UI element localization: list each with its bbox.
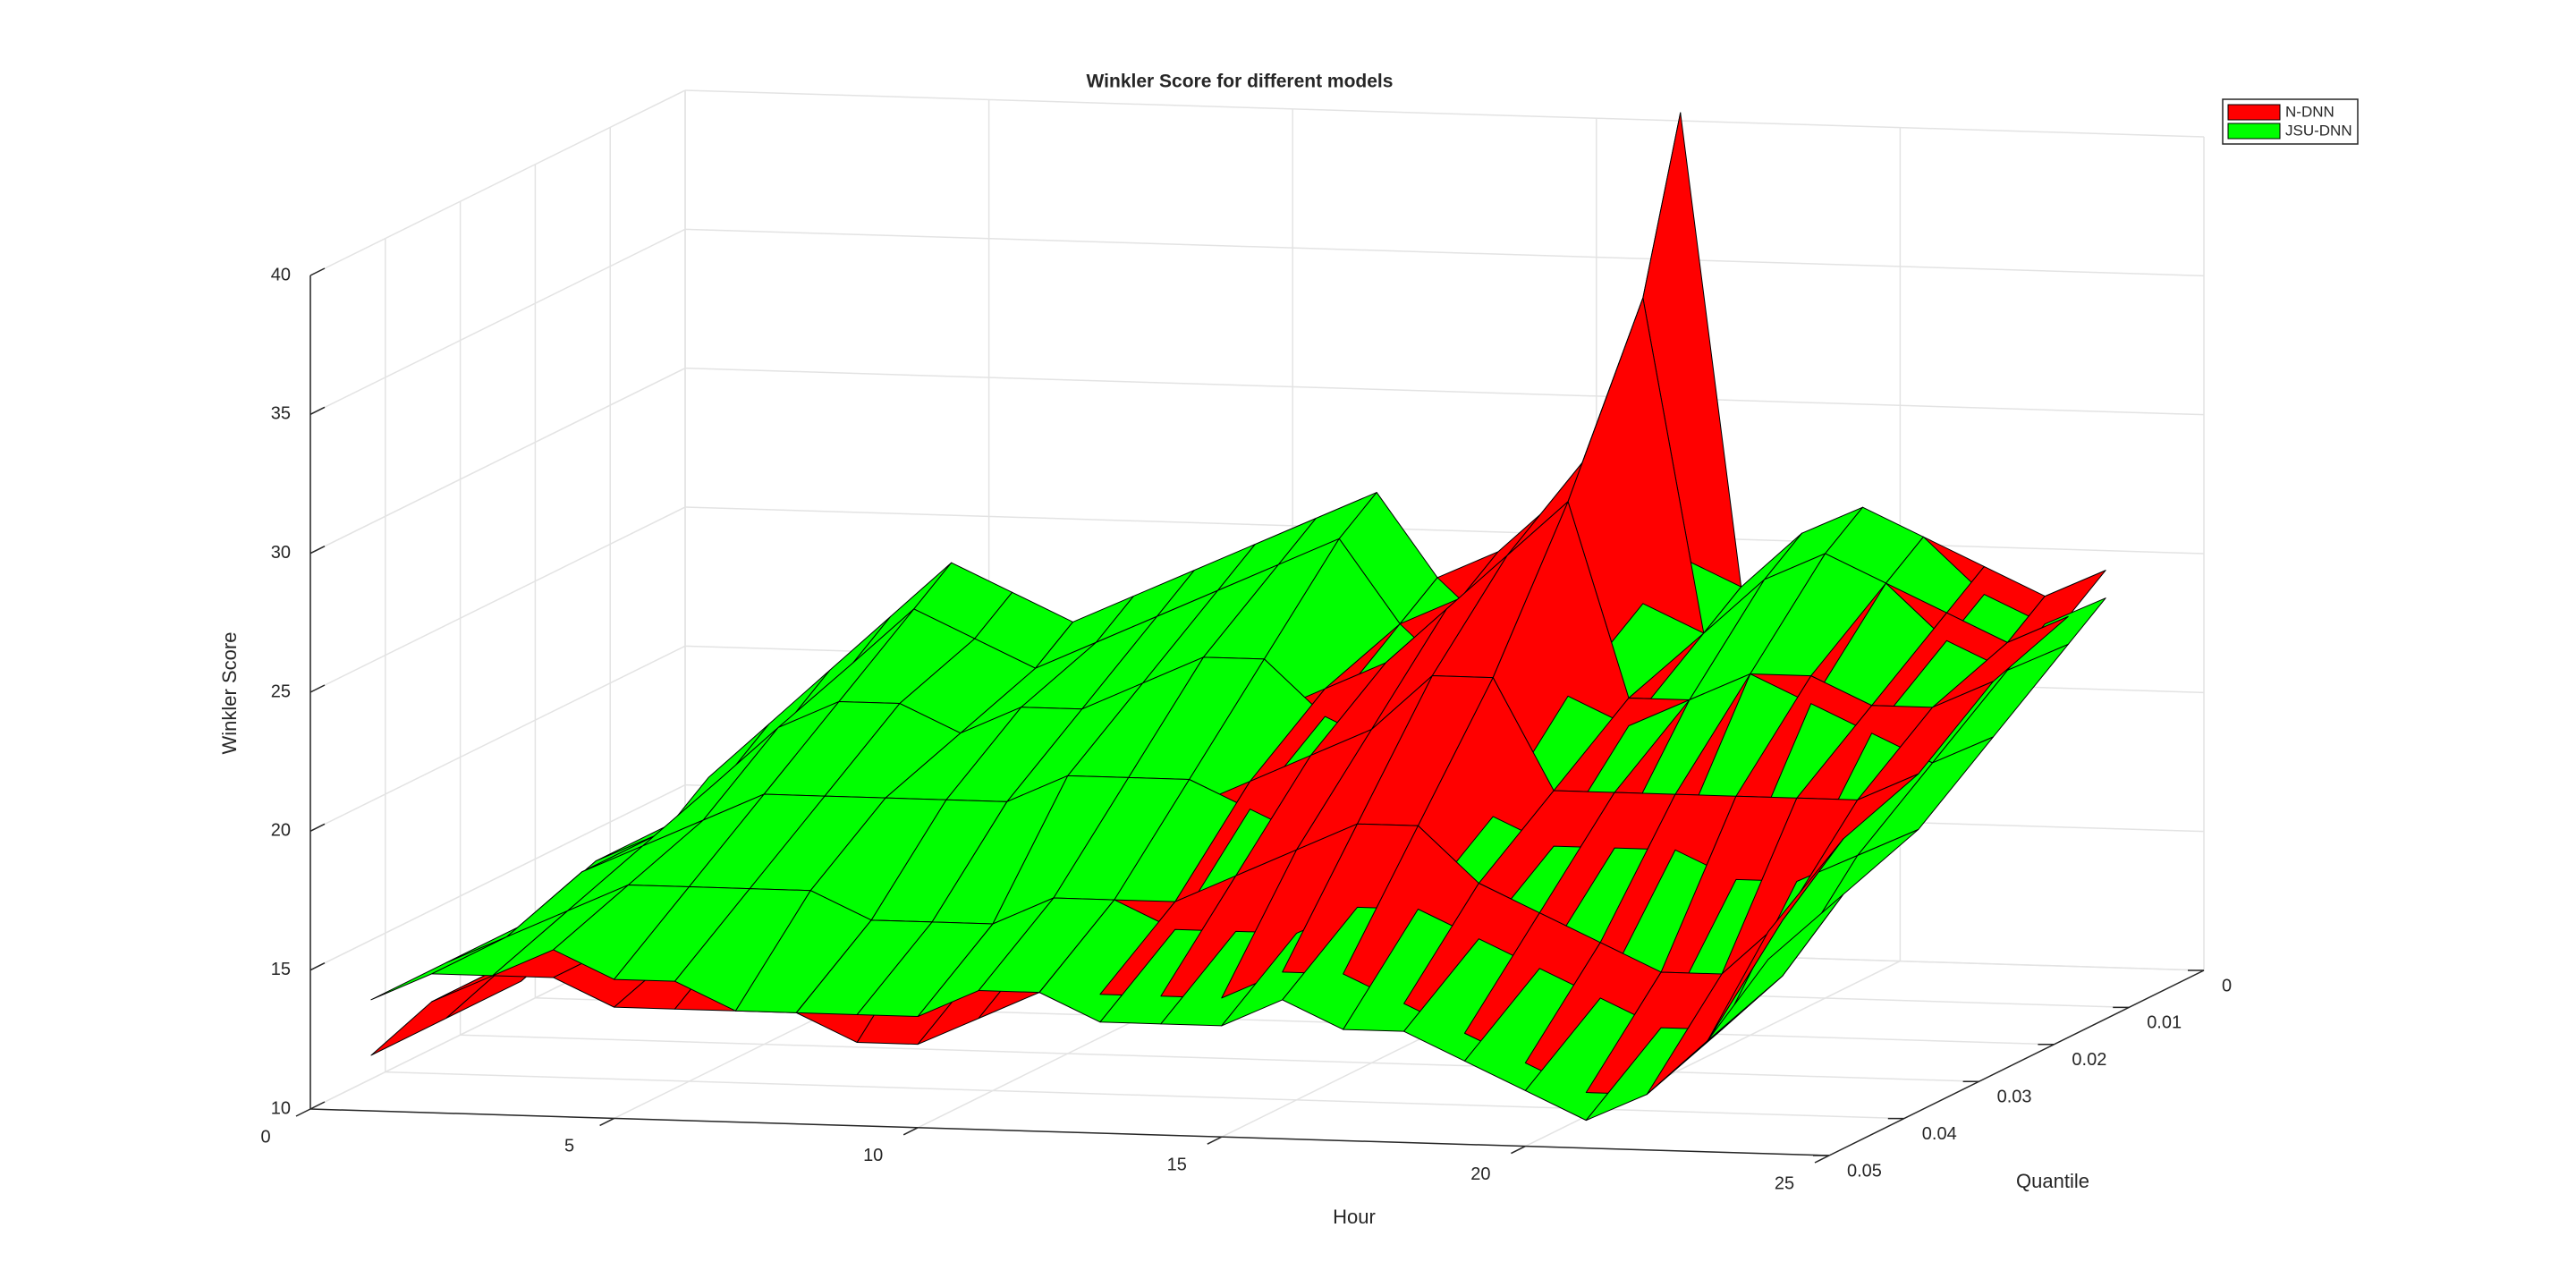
z-tick-label: 20 (271, 821, 291, 841)
grid-line (309, 367, 686, 555)
z-tick-label: 15 (271, 960, 291, 979)
z-tick (309, 961, 326, 971)
x-tick-label: 5 (564, 1137, 574, 1156)
y-tick-label: 0.05 (1847, 1161, 1882, 1181)
surface-patch (1707, 838, 1844, 1042)
legend-label: JSU-DNN (2285, 122, 2352, 139)
grid-line (309, 506, 686, 693)
z-tick (309, 267, 326, 276)
grid-line (684, 506, 2205, 555)
x-tick (599, 1117, 614, 1127)
x-tick-label: 25 (1775, 1173, 1794, 1193)
y-axis-label: Quantile (2016, 1170, 2089, 1192)
y-tick-label: 0.04 (1922, 1124, 1957, 1144)
z-tick-label: 40 (271, 265, 291, 284)
y-axis (1828, 969, 2205, 1156)
surface-patch (1707, 893, 1844, 1042)
y-tick-label: 0.03 (1997, 1087, 2032, 1106)
y-tick-label: 0.02 (2072, 1050, 2106, 1070)
grid-line (684, 367, 2205, 416)
z-tick-label: 25 (271, 682, 291, 701)
z-axis-label: Winkler Score (218, 632, 241, 755)
y-tick-label: 0 (2222, 976, 2232, 995)
z-tick (309, 823, 326, 833)
legend-swatch (2227, 104, 2281, 121)
z-tick (309, 545, 326, 555)
z-tick (309, 684, 326, 693)
y-tick-label: 0.01 (2147, 1013, 2182, 1033)
x-axis (309, 1108, 1830, 1156)
grid-line (684, 228, 2205, 277)
grid-line (309, 783, 686, 971)
legend-swatch (2227, 123, 2281, 140)
x-axis-label: Hour (1333, 1206, 1376, 1228)
z-tick-label: 10 (271, 1098, 291, 1118)
x-tick-label: 0 (260, 1127, 270, 1147)
x-tick (902, 1127, 919, 1136)
x-tick-label: 15 (1167, 1155, 1187, 1174)
x-tick-label: 20 (1470, 1164, 1490, 1184)
chart-title: Winkler Score for different models (1087, 72, 1394, 92)
z-tick-label: 35 (271, 404, 291, 424)
x-tick-label: 10 (863, 1146, 883, 1165)
grid-line (309, 89, 686, 276)
x-tick (1207, 1136, 1223, 1145)
z-tick-label: 30 (271, 543, 291, 563)
x-tick (1511, 1145, 1526, 1155)
x-tick (1814, 1155, 1830, 1164)
grid-line (309, 228, 686, 416)
grid-line (684, 89, 2205, 138)
grid-line (385, 1071, 1904, 1120)
legend-label: N-DNN (2285, 103, 2334, 120)
x-tick (295, 1108, 311, 1117)
z-tick (309, 1101, 326, 1110)
z-tick (309, 406, 326, 416)
grid-line (460, 1034, 1979, 1082)
grid-line (309, 645, 686, 833)
